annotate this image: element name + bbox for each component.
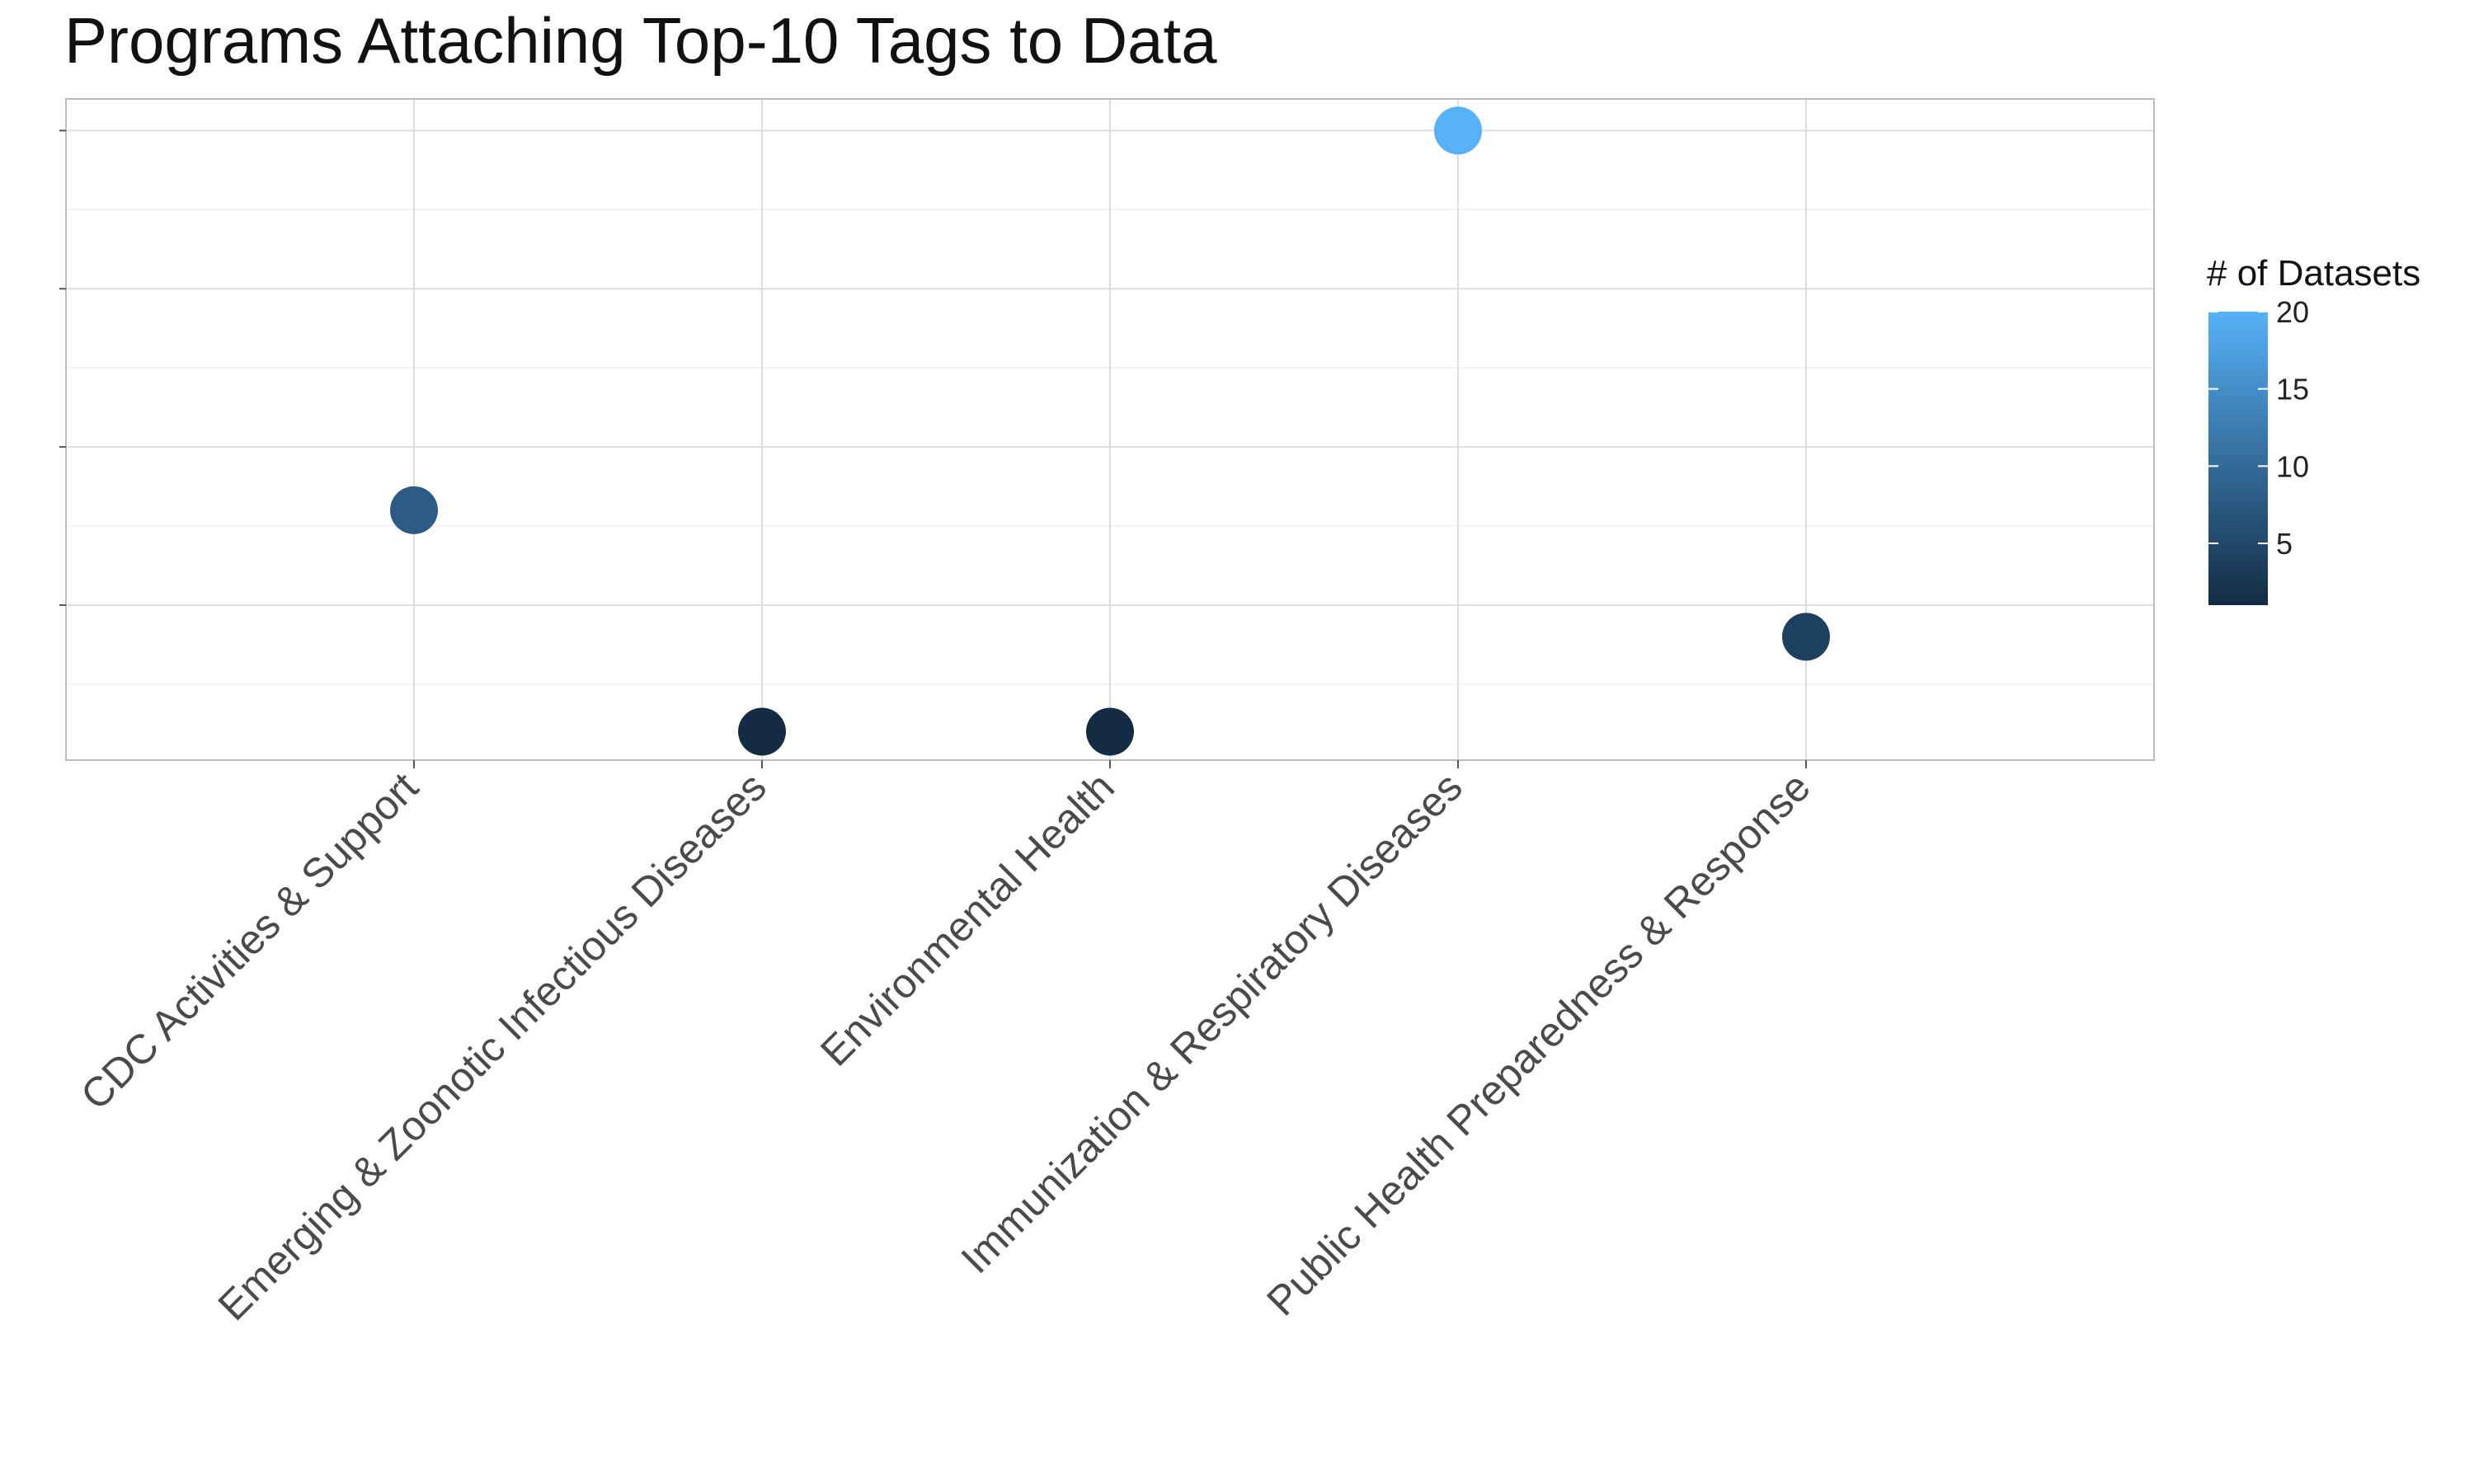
legend-ticks: 5 10 15 20 bbox=[2208, 295, 2309, 561]
gridlines bbox=[67, 100, 2153, 759]
x-tick-label: CDC Activities & Support bbox=[72, 763, 427, 1119]
legend: # of Datasets 5 10 15 20 bbox=[2207, 253, 2420, 605]
x-tick-label: Public Health Preparedness & Response bbox=[1258, 763, 1818, 1324]
legend-tick-label: 10 bbox=[2276, 449, 2309, 483]
legend-tick-label: 15 bbox=[2276, 373, 2309, 406]
data-point bbox=[1086, 707, 1134, 756]
data-point bbox=[738, 707, 786, 756]
y-axis-ticks bbox=[59, 129, 66, 606]
plot-area bbox=[59, 98, 2155, 768]
x-tick-label: Environmental Health bbox=[811, 763, 1123, 1075]
legend-tick-label: 20 bbox=[2276, 295, 2309, 329]
data-point bbox=[1782, 613, 1830, 661]
data-points bbox=[390, 106, 1830, 756]
legend-tick-label: 5 bbox=[2276, 527, 2293, 561]
chart-title: Programs Attaching Top-10 Tags to Data bbox=[64, 4, 1217, 77]
x-axis-ticks bbox=[413, 760, 1807, 768]
data-point bbox=[390, 486, 438, 534]
legend-colorbar bbox=[2208, 312, 2268, 605]
x-tick-label: Emerging & Zoonotic Infectious Diseases bbox=[209, 763, 775, 1329]
legend-title: # of Datasets bbox=[2207, 253, 2420, 294]
data-point bbox=[1434, 106, 1482, 155]
